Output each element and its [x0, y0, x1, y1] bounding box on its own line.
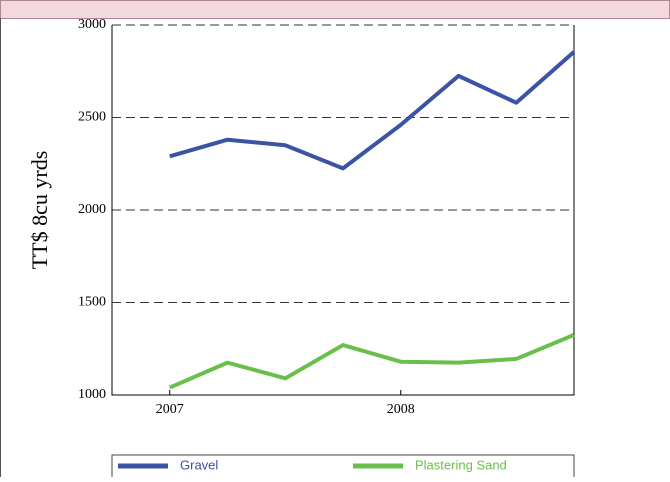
axis-frame	[111, 25, 575, 396]
legend	[111, 454, 575, 482]
header-bar	[0, 0, 670, 19]
legend-label: Plastering Sand	[415, 457, 507, 472]
line-series	[168, 333, 575, 390]
y-tick-label: 2000	[78, 202, 106, 217]
y-tick-label: 2500	[78, 110, 106, 125]
y-axis-label: TT$ 8cu yrds	[27, 151, 52, 270]
y-tick-label: 1000	[78, 387, 106, 402]
x-tick-label: 2008	[387, 402, 415, 417]
legend-label: Gravel	[180, 457, 218, 472]
line-series	[169, 50, 576, 171]
y-tick-label: 3000	[78, 17, 106, 32]
x-tick-label: 2007	[156, 402, 184, 417]
y-tick-label: 1500	[78, 295, 106, 310]
